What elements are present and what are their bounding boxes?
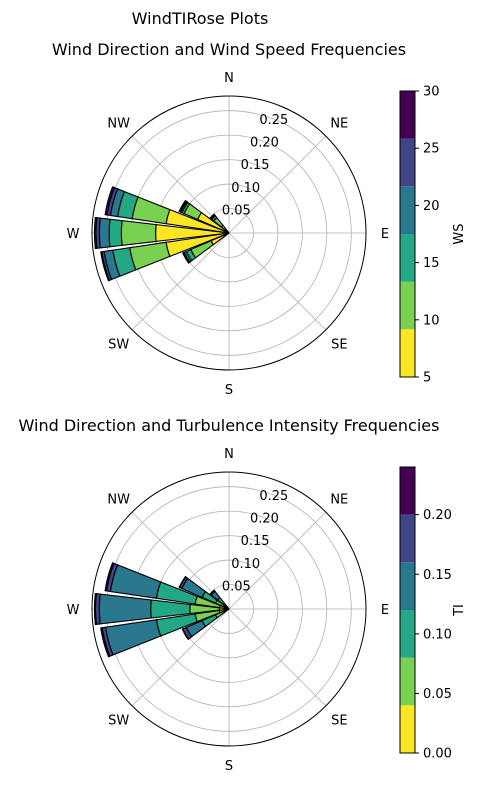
colorbar-segment <box>400 91 415 139</box>
colorbar-label: WS <box>452 223 467 244</box>
windrose-bar-segment <box>182 252 190 264</box>
chart-wind-speed: Wind Direction and Wind Speed Frequencie… <box>52 40 467 398</box>
colorbar-segment <box>400 138 415 187</box>
radial-tick-label: 0.25 <box>259 113 288 128</box>
angular-gridline <box>228 232 327 331</box>
direction-label: SW <box>108 713 129 728</box>
colorbar-tick-label: 0.20 <box>423 508 452 523</box>
direction-label: N <box>224 447 234 462</box>
direction-label: NW <box>107 117 130 132</box>
direction-label: W <box>67 227 80 242</box>
direction-label: SW <box>108 337 129 352</box>
direction-label: W <box>67 603 80 618</box>
colorbar-tick-label: 15 <box>423 256 440 271</box>
direction-label: SE <box>331 713 347 728</box>
windrose-bar-segment <box>120 220 157 246</box>
colorbar-label: TI <box>452 604 467 617</box>
radial-tick-label: 0.10 <box>231 181 260 196</box>
windrose-bar-segment <box>93 592 97 626</box>
colorbar-tick-label: 0.10 <box>423 627 452 642</box>
colorbar-tick-label: 30 <box>423 85 440 100</box>
colorbar-frame <box>399 90 416 378</box>
windrose-bar-segment <box>178 199 187 213</box>
windrose-bar-segment <box>104 562 115 592</box>
windrose-bar-segment <box>98 217 111 249</box>
radial-tick-label: 0.15 <box>241 158 270 173</box>
angular-gridline <box>228 135 327 234</box>
direction-label: NE <box>330 493 348 508</box>
colorbar: 0.00 0.05 0.10 0.15 0.20 TI <box>399 466 467 762</box>
colorbar-frame <box>399 466 416 754</box>
colorbar-segment <box>400 234 415 282</box>
colorbar-tick-label: 0.15 <box>423 568 452 583</box>
colorbar-segment <box>400 610 415 658</box>
angular-gridline <box>131 608 230 707</box>
colorbar-segment <box>400 562 415 610</box>
figure-suptitle: WindTIRose Plots <box>132 9 269 28</box>
angular-gridline <box>131 232 230 331</box>
polar-spine <box>91 95 367 371</box>
polar-axes: 0.05 0.10 0.15 0.20 0.25 N NE E SE S SW W NW <box>67 447 390 774</box>
radial-tick-label: 0.05 <box>222 579 251 594</box>
radial-tick-label: 0.20 <box>250 512 279 527</box>
windrose-bar-segment <box>108 218 123 248</box>
windrose-bar-segment <box>100 627 111 658</box>
colorbar-segment <box>400 186 415 234</box>
chart-title: Wind Direction and Turbulence Intensity … <box>19 416 440 435</box>
colorbar-segment <box>400 329 415 377</box>
direction-label: SE <box>331 337 347 352</box>
windrose-bar-segment <box>100 251 111 282</box>
polar-spine <box>91 471 367 747</box>
colorbar-tick-label: 5 <box>423 371 431 386</box>
chart-title: Wind Direction and Wind Speed Frequencie… <box>52 40 406 59</box>
colorbar-tick-label: 10 <box>423 313 440 328</box>
colorbar-segment <box>400 281 415 330</box>
colorbar-segment <box>400 514 415 563</box>
colorbar-tick-label: 25 <box>423 142 440 157</box>
windrose-bar-segment <box>98 593 152 625</box>
direction-label: E <box>381 603 389 618</box>
windrose-bar-segment <box>104 186 116 216</box>
direction-label: E <box>381 227 389 242</box>
direction-label: NW <box>107 493 130 508</box>
windrose-bar-segment <box>209 213 216 220</box>
radial-tick-label: 0.15 <box>241 534 270 549</box>
colorbar-tick-label: 0.00 <box>423 747 452 762</box>
direction-label: S <box>225 759 233 774</box>
radial-tick-label: 0.20 <box>250 136 279 151</box>
windrose-bar-segment <box>178 575 187 589</box>
radial-tick-label: 0.25 <box>259 489 288 504</box>
windrose-bar-segment <box>93 216 98 250</box>
colorbar-segment <box>400 705 415 753</box>
colorbar-tick-label: 20 <box>423 199 440 214</box>
radial-tick-label: 0.05 <box>222 203 251 218</box>
colorbar-segment <box>400 467 415 515</box>
direction-label: NE <box>330 117 348 132</box>
polar-axes: 0.05 0.10 0.15 0.20 0.25 N NE E SE S SW W NW <box>67 71 390 398</box>
angular-gridline <box>228 608 327 707</box>
direction-label: N <box>224 71 234 86</box>
direction-label: S <box>225 383 233 398</box>
windrose-bar-segment <box>209 589 216 596</box>
chart-turbulence-intensity: Wind Direction and Turbulence Intensity … <box>19 416 467 774</box>
angular-gridline <box>228 511 327 610</box>
windrose-bar-segment <box>181 628 190 641</box>
colorbar: 5 10 15 20 25 30 WS <box>399 85 467 386</box>
radial-tick-label: 0.10 <box>231 557 260 572</box>
colorbar-segment <box>400 657 415 706</box>
colorbar-tick-label: 0.05 <box>423 687 452 702</box>
